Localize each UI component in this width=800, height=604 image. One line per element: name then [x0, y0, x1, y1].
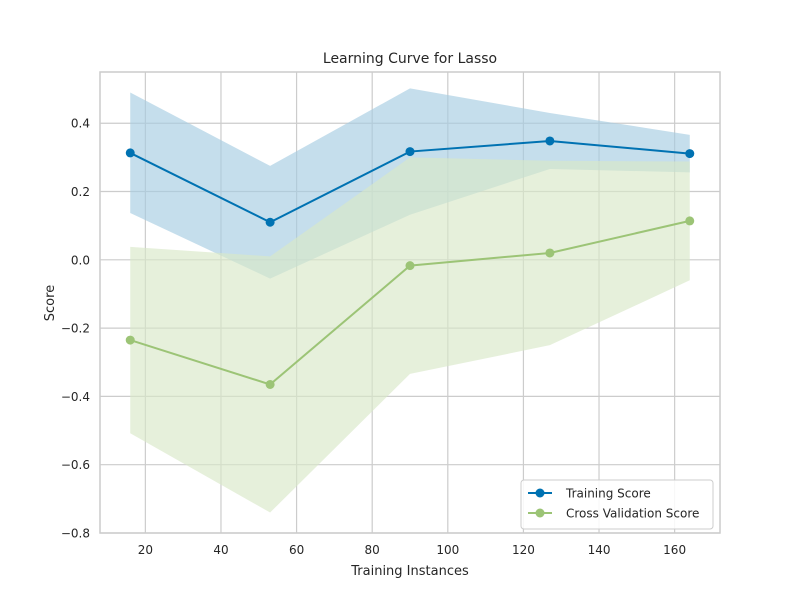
data-point-series-1 — [405, 261, 415, 271]
data-point-series-1 — [545, 248, 555, 258]
data-point-series-0 — [545, 136, 555, 146]
legend: Training Score Cross Validation Score — [520, 479, 714, 530]
legend-label-series-0: Training Score — [565, 487, 651, 501]
x-tick-label: 20 — [138, 543, 153, 557]
x-tick-label: 140 — [588, 543, 611, 557]
y-axis-label: Score — [43, 285, 58, 321]
plot-frame — [99, 71, 721, 534]
y-tick-label: −0.4 — [61, 390, 90, 404]
data-point-series-0 — [405, 147, 415, 157]
legend-marker-series-1 — [535, 508, 545, 518]
chart-title: Learning Curve for Lasso — [323, 51, 497, 67]
y-tick-label: 0.0 — [71, 253, 90, 267]
data-point-series-0 — [265, 217, 275, 227]
y-tick-label: 0.2 — [71, 185, 90, 199]
x-axis-label: Training Instances — [350, 564, 469, 579]
y-axis-ticks: −0.8 −0.6 −0.4 −0.2 0.0 0.2 0.4 — [61, 117, 90, 541]
x-tick-label: 120 — [512, 543, 535, 557]
x-tick-label: 160 — [663, 543, 686, 557]
x-tick-label: 40 — [213, 543, 228, 557]
data-point-series-0 — [685, 149, 695, 159]
legend-entries: Training Score Cross Validation Score — [528, 487, 699, 521]
x-tick-label: 100 — [436, 543, 459, 557]
confidence-bands — [130, 88, 690, 513]
x-tick-label: 80 — [365, 543, 380, 557]
x-axis-ticks: 20 40 60 80 100 120 140 160 — [138, 543, 686, 557]
y-tick-label: −0.6 — [61, 458, 90, 472]
y-tick-label: 0.4 — [71, 117, 90, 131]
x-tick-label: 60 — [289, 543, 304, 557]
legend-marker-series-0 — [535, 488, 545, 498]
data-point-series-1 — [265, 379, 275, 389]
data-point-series-0 — [125, 148, 135, 158]
data-point-series-1 — [685, 216, 695, 226]
series-points — [125, 136, 695, 389]
data-point-series-1 — [125, 335, 135, 345]
y-tick-label: −0.2 — [61, 322, 90, 336]
y-tick-label: −0.8 — [61, 527, 90, 541]
confidence-band-series-1 — [130, 157, 690, 513]
legend-box — [520, 479, 714, 530]
legend-label-series-1: Cross Validation Score — [566, 507, 699, 521]
